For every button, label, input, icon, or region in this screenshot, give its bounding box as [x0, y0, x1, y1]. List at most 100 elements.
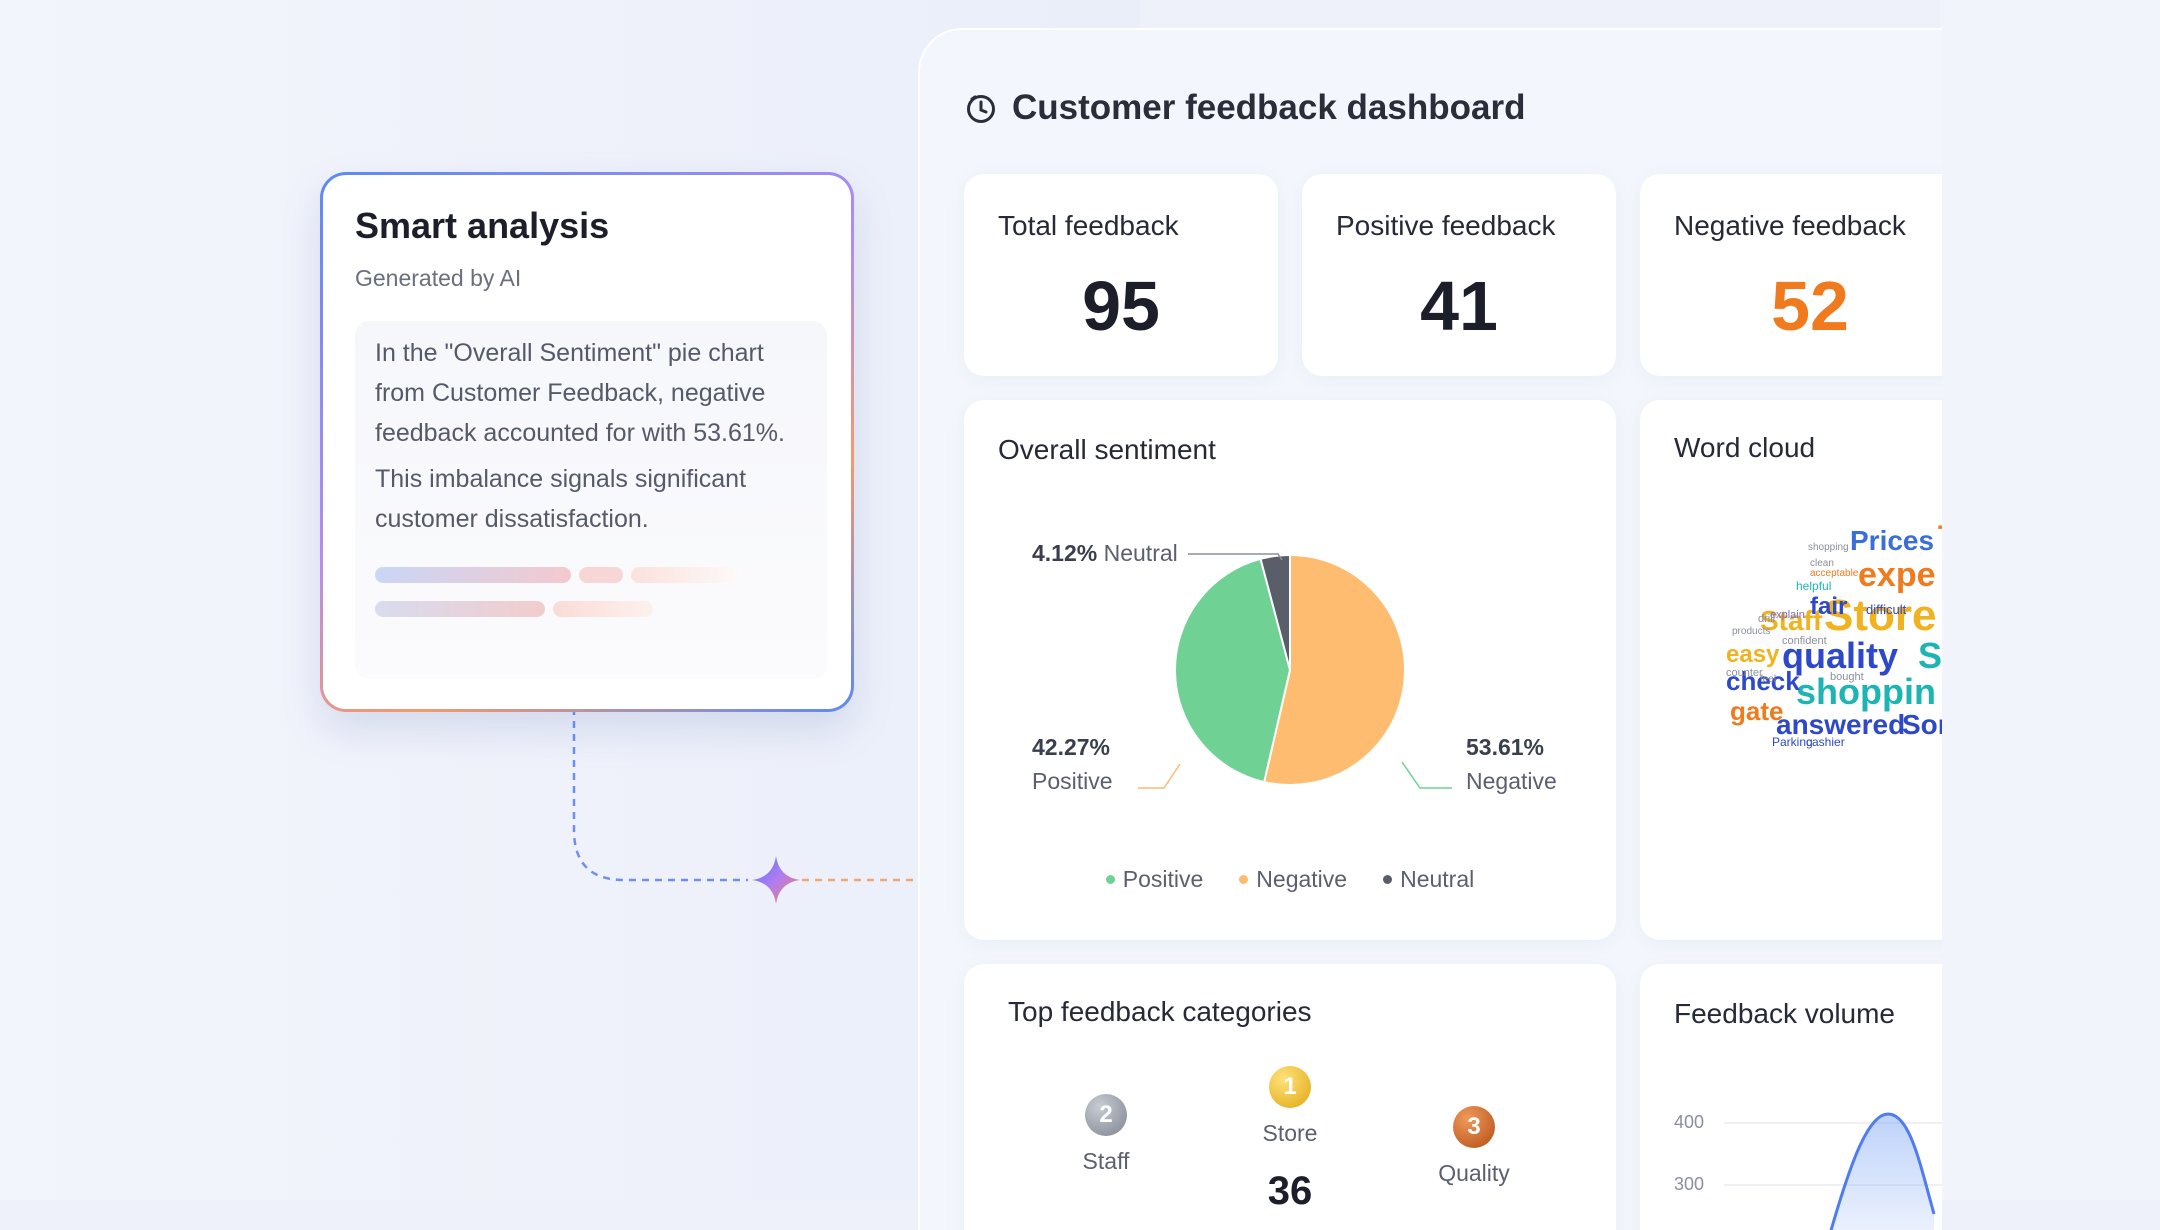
overall-sentiment-card: Overall sentiment 4.12% Neutral 42.27% P… [964, 400, 1616, 940]
word-cloud-term: difficult [1866, 602, 1907, 617]
word-cloud-term: helpful [1796, 579, 1831, 593]
loading-bar [631, 567, 741, 583]
word-cloud-term: answered [1776, 709, 1905, 740]
medal-silver-icon: 2 [1085, 1094, 1127, 1136]
volume-line-chart [1724, 1112, 1942, 1230]
category-name: Store [1262, 1120, 1318, 1146]
leader-line [1138, 763, 1181, 789]
pie-slice-negative[interactable] [1262, 553, 1406, 786]
smart-analysis-subtitle: Generated by AI [355, 265, 522, 291]
loading-bar [553, 601, 653, 617]
kpi-label: Positive feedback [1336, 210, 1556, 241]
kpi-positive-feedback[interactable]: Positive feedback 41 [1302, 174, 1616, 376]
word-cloud-term: clean [1810, 558, 1834, 569]
volume-title: Feedback volume [1674, 998, 1896, 1029]
neutral-label: 4.12% Neutral [1032, 540, 1178, 567]
top-categories-card: Top feedback categories 2 Staff 1 Store … [964, 964, 1616, 1230]
kpi-label: Total feedback [998, 210, 1179, 241]
word-cloud-term: shoppin [1796, 671, 1936, 712]
word-cloud-term: Prices [1850, 525, 1934, 556]
neutral-pct: 4.12% [1032, 540, 1098, 566]
category-staff[interactable]: 2 Staff [1036, 1094, 1176, 1175]
category-store[interactable]: 1 Store 36 [1220, 1066, 1360, 1214]
word-cloud-term: St [1918, 635, 1942, 676]
word-cloud-term: Sor [1902, 709, 1942, 740]
legend-item-neutral[interactable]: Neutral [1383, 866, 1474, 893]
loading-bar [375, 567, 571, 583]
pie-slice-neutral[interactable] [1259, 553, 1291, 671]
legend-label: Positive [1122, 866, 1204, 892]
analysis-paragraph-2: This imbalance signals significant custo… [375, 465, 747, 533]
y-tick: 300 [1674, 1174, 1705, 1194]
loading-bar [375, 601, 545, 617]
legend-label: Neutral [1400, 866, 1475, 892]
category-value: 36 [1267, 1169, 1313, 1213]
word-cloud-term: Staff [1760, 605, 1823, 636]
sentiment-title: Overall sentiment [998, 434, 1216, 465]
dashboard-title: Customer feedback dashboard [1012, 88, 1526, 127]
leader-line [1188, 553, 1283, 561]
word-cloud-term: quality [1782, 635, 1898, 676]
legend-dot [1383, 875, 1393, 884]
word-cloud-term: easy [1726, 641, 1780, 668]
background-right [1940, 0, 2160, 1200]
sentiment-pie-chart [1138, 553, 1452, 789]
positive-label: 42.27% [1032, 734, 1110, 761]
word-cloud-term: T [1938, 520, 1942, 553]
word-cloud-term: counter [1726, 667, 1763, 679]
word-cloud-term: check [1726, 666, 1800, 696]
neutral-name: Neutral [1103, 540, 1178, 566]
positive-pct: 42.27% [1032, 734, 1111, 760]
loading-bar [579, 567, 623, 583]
timer-icon [967, 95, 995, 123]
feedback-volume-card: Feedback volume 400 300 [1640, 964, 1942, 1230]
leader-line [1401, 761, 1452, 789]
negative-name: Negative [1466, 768, 1557, 794]
word-cloud-term: gate [1730, 696, 1783, 726]
kpi-label: Negative feedback [1674, 210, 1906, 241]
legend-dot [1105, 875, 1115, 884]
word-cloud-term: bought [1830, 671, 1864, 683]
smart-analysis-card: Smart analysis Generated by AI In the "O… [320, 172, 854, 712]
word-cloud-term: acceptable [1810, 568, 1859, 579]
negative-label: 53.61% [1466, 734, 1544, 761]
categories-title: Top feedback categories [1008, 996, 1312, 1027]
sentiment-legend: Positive Negative Neutral [964, 866, 1616, 893]
word-cloud-term: fair [1810, 593, 1847, 620]
legend-item-negative[interactable]: Negative [1239, 866, 1347, 893]
word-cloud-term: drill [1758, 613, 1775, 625]
positive-name: Positive [1032, 768, 1113, 794]
kpi-value: 52 [1771, 267, 1849, 345]
dashboard-panel: Customer feedback dashboard Total feedba… [918, 28, 1942, 1230]
kpi-negative-feedback[interactable]: Negative feedback 52 [1640, 174, 1942, 376]
word-cloud-term: expe [1858, 556, 1936, 594]
medal-bronze-icon: 3 [1453, 1106, 1495, 1148]
category-name: Staff [1082, 1148, 1130, 1174]
smart-analysis-title: Smart analysis [355, 205, 610, 246]
pie-slice-positive[interactable] [1174, 557, 1292, 784]
word-cloud-title: Word cloud [1674, 432, 1816, 463]
category-quality[interactable]: 3 Quality [1404, 1106, 1544, 1187]
y-tick: 400 [1674, 1112, 1705, 1132]
legend-item-positive[interactable]: Positive [1105, 866, 1204, 893]
word-cloud-term: explain [1770, 609, 1805, 621]
word-cloud-term: shopping [1808, 542, 1849, 553]
word-cloud-card: Word cloud Prices expe Staff Store quality St… [1640, 400, 1942, 940]
word-cloud-term: products [1732, 626, 1770, 637]
dashboard-header: Customer feedback dashboard [964, 88, 1525, 128]
word-cloud-term: feel [1760, 674, 1776, 685]
kpi-value: 41 [1420, 267, 1498, 345]
category-name: Quality [1438, 1160, 1510, 1186]
legend-dot [1239, 875, 1249, 884]
ai-spark-icon [752, 856, 800, 904]
word-cloud-term: Parking [1772, 735, 1813, 749]
kpi-total-feedback[interactable]: Total feedback 95 [964, 174, 1278, 376]
word-cloud-term: Store [1824, 591, 1936, 640]
kpi-value: 95 [1082, 267, 1160, 345]
medal-gold-icon: 1 [1269, 1066, 1311, 1108]
legend-label: Negative [1256, 866, 1348, 892]
analysis-text-box: In the "Overall Sentiment" pie chart fro… [355, 321, 827, 679]
negative-pct: 53.61% [1466, 734, 1545, 760]
word-cloud-term: cashier [1806, 735, 1845, 749]
